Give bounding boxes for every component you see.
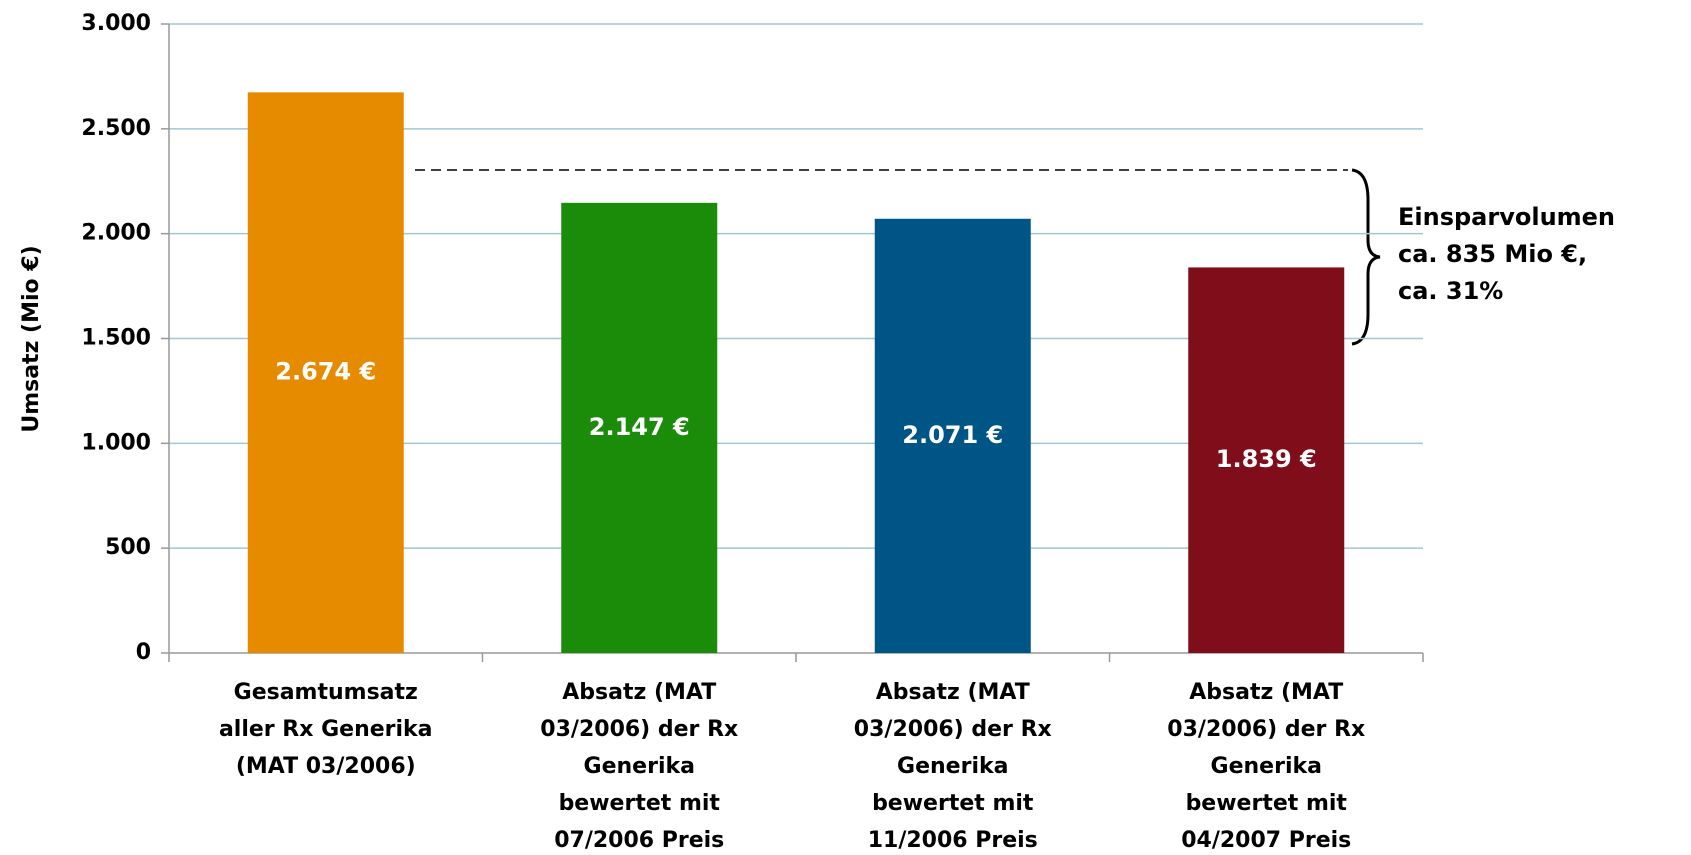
bar [247, 92, 404, 654]
value-label: 2.071 € [902, 421, 1003, 449]
value-label: 2.674 € [275, 358, 376, 386]
x-tick-label: 04/2007 Preis [1181, 828, 1351, 853]
y-tick-label: 500 [105, 535, 151, 560]
x-tick-label: 03/2006) der Rx [1167, 717, 1365, 742]
y-tick-label: 2.000 [81, 221, 151, 246]
x-tick-label: Generika [897, 754, 1008, 779]
y-tick-label: 2.500 [81, 116, 151, 141]
bar [874, 218, 1031, 653]
x-tick-label: Absatz (MAT [562, 680, 716, 705]
value-label: 1.839 € [1216, 445, 1317, 473]
x-tick-label: 03/2006) der Rx [540, 717, 738, 742]
value-label: 2.147 € [589, 413, 690, 441]
x-tick-label: Generika [584, 754, 695, 779]
bar [1188, 267, 1345, 653]
bar [561, 202, 718, 653]
y-tick-label: 1.000 [81, 430, 151, 455]
x-tick-label: Gesamtumsatz [234, 680, 418, 705]
annotation: ca. 835 Mio €, [1398, 240, 1587, 268]
annotation: ca. 31% [1398, 277, 1503, 305]
x-tick-label: 03/2006) der Rx [854, 717, 1052, 742]
x-tick-label: bewertet mit [1186, 791, 1348, 816]
x-tick-label: Absatz (MAT [876, 680, 1030, 705]
y-tick-label: 0 [136, 640, 151, 665]
x-tick-label: (MAT 03/2006) [236, 754, 416, 779]
x-tick-label: bewertet mit [872, 791, 1034, 816]
x-tick-label: bewertet mit [559, 791, 721, 816]
x-tick-label: 11/2006 Preis [868, 828, 1038, 853]
annotation: Einsparvolumen [1398, 203, 1615, 231]
x-tick-label: 07/2006 Preis [554, 828, 724, 853]
x-tick-label: Absatz (MAT [1189, 680, 1343, 705]
y-tick-label: 1.500 [81, 326, 151, 351]
x-tick-label: Generika [1211, 754, 1322, 779]
x-tick-label: aller Rx Generika [219, 717, 433, 742]
brace [1351, 168, 1381, 346]
y-tick-label: 3.000 [81, 11, 151, 36]
y-axis-label: Umsatz (Mio €) [19, 245, 44, 432]
